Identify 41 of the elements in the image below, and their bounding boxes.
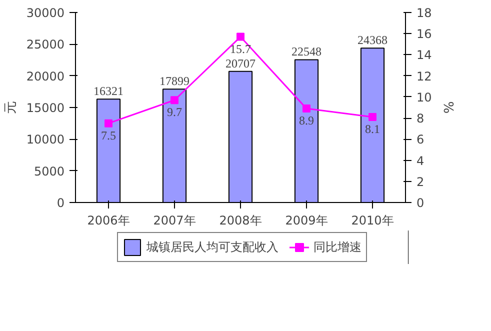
data-label: 24368 — [358, 33, 388, 48]
y2-tick-label: 2 — [416, 174, 424, 189]
y2-tick-label: 4 — [416, 154, 424, 168]
point — [368, 113, 376, 121]
legend-label: 同比增速 — [314, 238, 362, 256]
y2-tick-label: 16 — [416, 27, 432, 42]
x-tick-label: 2008年 — [219, 214, 262, 228]
y-tick-label: 15000 — [26, 101, 65, 115]
y-tick-label: 30000 — [26, 6, 65, 20]
data-label: 22548 — [292, 44, 322, 59]
data-label: 17899 — [160, 74, 190, 88]
x-tick-label: 2006年 — [87, 214, 130, 228]
data-label: 9.7 — [167, 105, 182, 120]
point — [302, 104, 310, 113]
y2-tick-label: 18 — [416, 6, 432, 20]
y2-tick-label: 0 — [416, 196, 424, 210]
legend-label: 城镇居民人均可支配收入 — [146, 238, 278, 256]
x-tick-label: 2010年 — [351, 214, 394, 228]
x-tick-label: 2009年 — [285, 214, 328, 228]
data-label: 20707 — [226, 56, 256, 70]
y2-tick-label: 8 — [416, 112, 424, 126]
y-tick-label: 25000 — [26, 38, 65, 52]
data-label: 16321 — [94, 84, 124, 98]
data-label: 7.5 — [101, 128, 116, 142]
y2-tick-label: 6 — [416, 132, 424, 147]
y-tick-label: 10000 — [26, 132, 65, 147]
y-tick-label: 5000 — [34, 164, 65, 178]
x-tick-label: 2007年 — [153, 214, 196, 228]
y2-axis-title: % — [440, 101, 455, 114]
point — [236, 32, 244, 41]
data-label: 8.9 — [299, 114, 314, 128]
y-axis-title: 元 — [3, 101, 18, 114]
data-label: 8.1 — [365, 122, 380, 136]
y2-tick-label: 14 — [416, 48, 432, 62]
y2-tick-label: 12 — [416, 69, 432, 84]
data-label: 15.7 — [230, 42, 251, 56]
y-tick-label: 0 — [56, 196, 65, 210]
y2-tick-label: 10 — [416, 90, 432, 104]
point — [170, 96, 178, 104]
y-tick-label: 20000 — [26, 69, 65, 84]
point — [104, 119, 112, 128]
